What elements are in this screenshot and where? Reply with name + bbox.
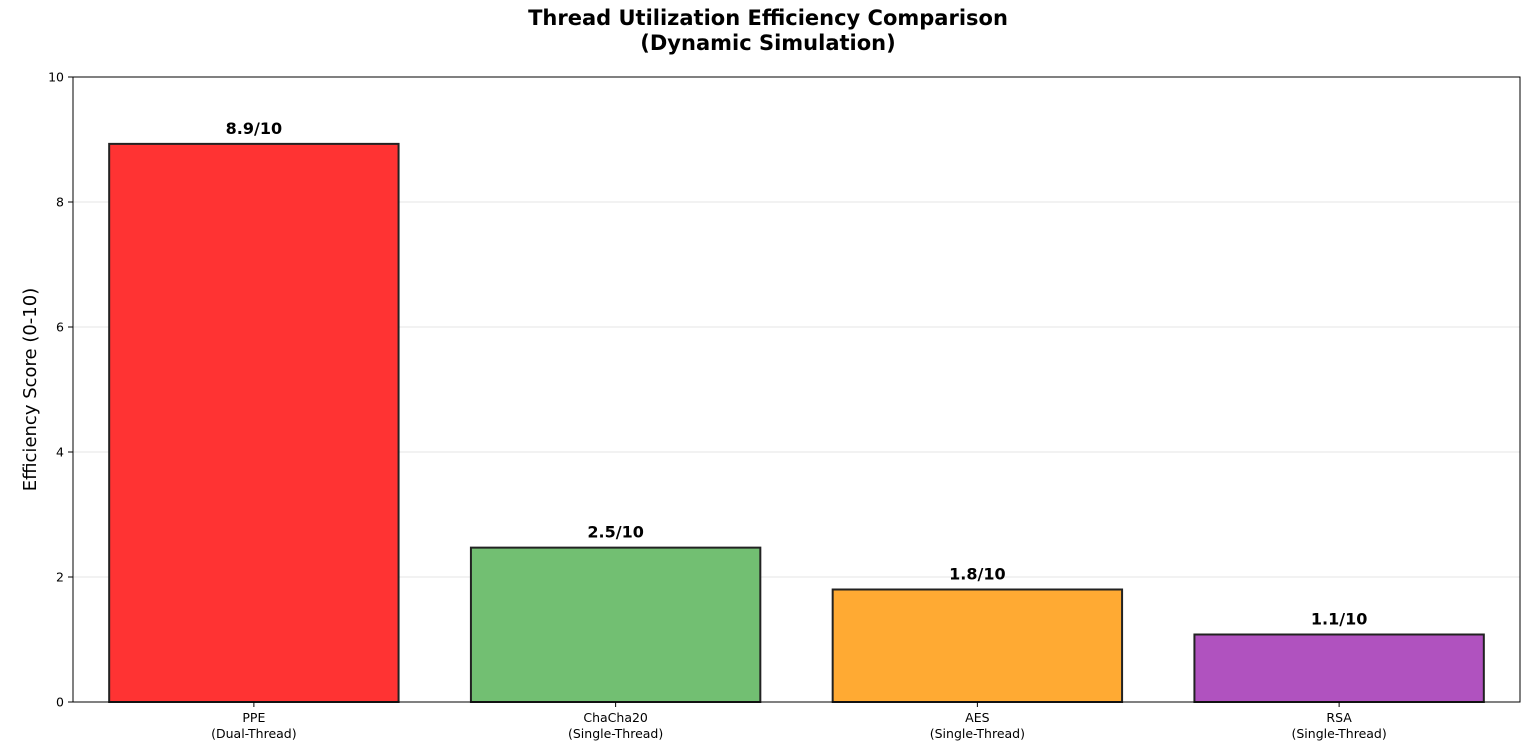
- x-tick-label: AES (Single-Thread): [930, 710, 1025, 741]
- y-tick-label: 2: [56, 570, 64, 585]
- chart-title: Thread Utilization Efficiency Comparison…: [528, 6, 1008, 55]
- bar-3: [1193, 633, 1485, 703]
- data-label: 1.8/10: [949, 565, 1005, 584]
- y-tick-label: 8: [56, 195, 64, 210]
- y-tick-label: 0: [56, 695, 64, 710]
- x-tick-label: ChaCha20 (Single-Thread): [568, 710, 663, 741]
- bar-2: [831, 588, 1124, 703]
- data-label: 8.9/10: [226, 119, 282, 138]
- y-tick-label: 6: [56, 320, 64, 335]
- bar-0: [108, 142, 400, 703]
- data-label: 1.1/10: [1311, 610, 1367, 629]
- data-label: 2.5/10: [587, 523, 643, 542]
- plot-frame: [72, 76, 1521, 703]
- y-tick-label: 4: [56, 445, 64, 460]
- x-tick-label: RSA (Single-Thread): [1291, 710, 1386, 741]
- bar-1: [469, 546, 762, 703]
- y-axis-label: Efficiency Score (0-10): [20, 288, 41, 491]
- x-tick-label: PPE (Dual-Thread): [211, 710, 297, 741]
- y-tick-label: 10: [48, 70, 64, 85]
